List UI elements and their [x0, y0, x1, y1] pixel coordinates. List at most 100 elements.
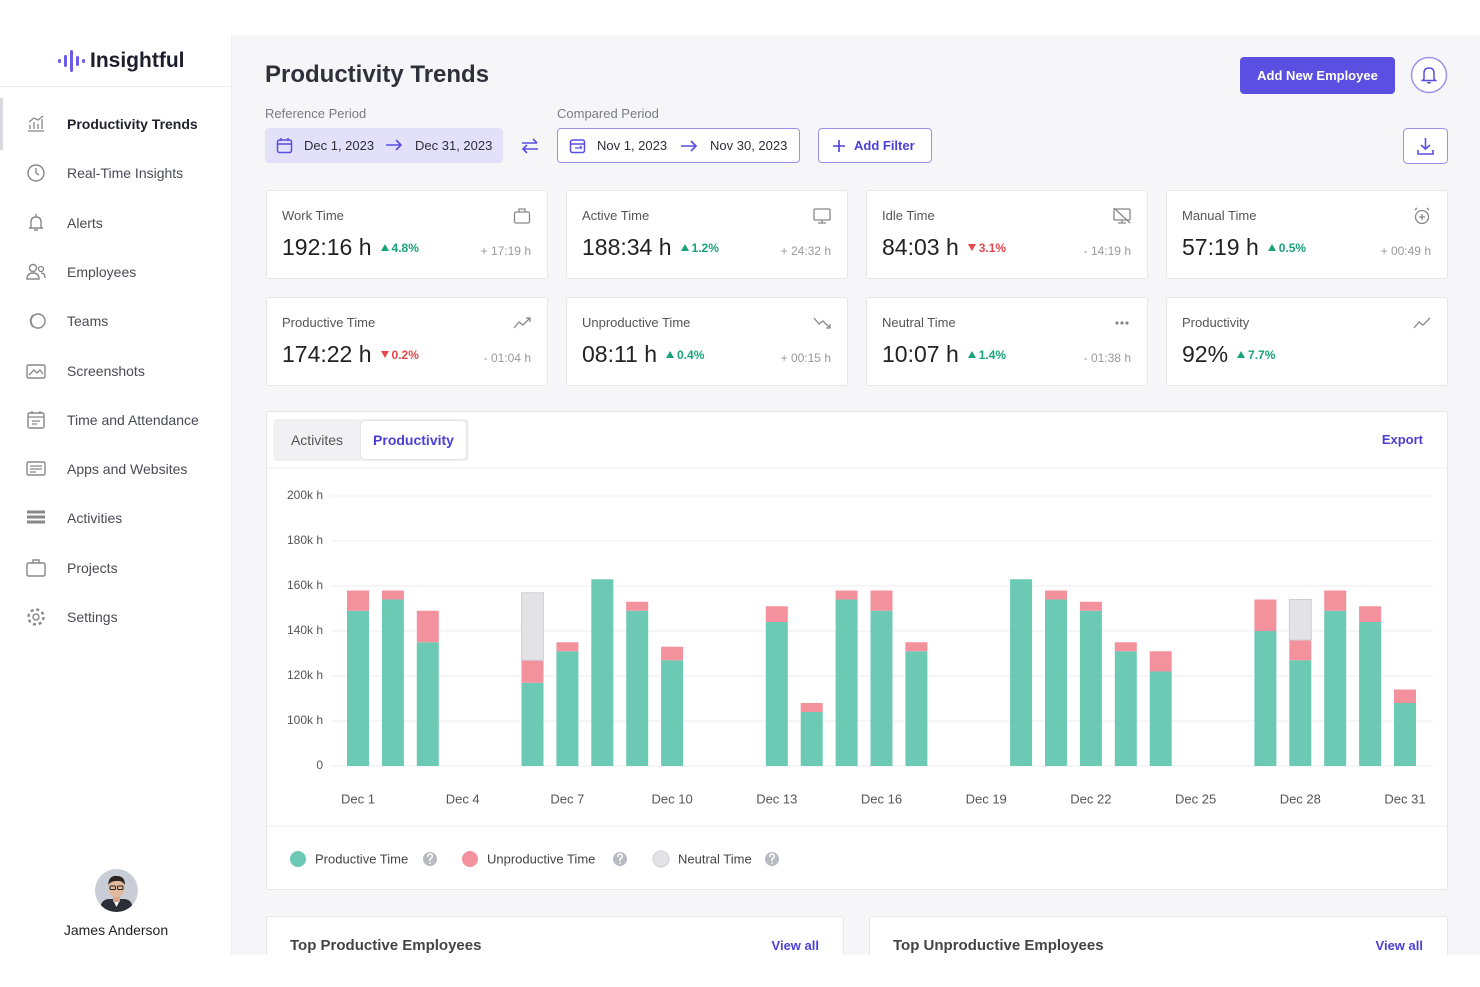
bar-segment — [556, 642, 579, 652]
legend-swatch — [290, 851, 306, 867]
x-tick-label: Dec 16 — [861, 791, 902, 806]
metric-icon — [813, 317, 831, 329]
metric-icon — [513, 317, 531, 329]
swap-icon[interactable] — [520, 136, 540, 156]
list-card: Top Productive Employees View all — [266, 916, 844, 955]
calendar-compare-icon — [569, 139, 586, 154]
metric-change: 0.4% — [677, 347, 705, 362]
add-employee-button[interactable]: Add New Employee — [1240, 57, 1395, 94]
metric-change: 1.2% — [691, 240, 719, 255]
legend-label: Neutral Time — [678, 851, 752, 866]
nav-item[interactable]: Apps and Websites — [0, 452, 232, 486]
list-card: Top Unproductive Employees View all — [869, 916, 1448, 955]
metric-row: 08:11 h 0.4% — [582, 341, 704, 368]
chart-panel: Activites Productivity Export 0 100k h 120k… — [266, 411, 1448, 890]
list-title: Top Unproductive Employees — [893, 937, 1104, 954]
user-name: James Anderson — [63, 922, 169, 938]
metric-card: Work Time 192:16 h 4.8% + 17:19 h — [266, 190, 548, 279]
y-tick-label: 140k h — [287, 623, 323, 637]
nav-icon — [29, 313, 46, 329]
bar-segment — [556, 651, 579, 766]
bar-segment — [1114, 651, 1137, 766]
nav-item[interactable]: Alerts — [0, 206, 232, 240]
tab[interactable]: Productivity — [361, 421, 466, 459]
metric-label: Manual Time — [1182, 208, 1257, 223]
plus-icon — [833, 140, 845, 152]
nav-label: Alerts — [67, 214, 103, 231]
metric-value: 192:16 h — [282, 234, 372, 260]
compared-picker[interactable]: Nov 1, 2023 Nov 30, 2023 — [557, 128, 800, 163]
bar-segment — [347, 590, 369, 611]
sidebar: Insightful Productivity Trends Real-Time … — [0, 35, 232, 955]
nav-item[interactable]: Teams — [0, 304, 232, 338]
metric-value: 92% — [1182, 341, 1229, 367]
bar-segment — [905, 651, 928, 766]
metric-change: 4.8% — [391, 240, 419, 255]
metric-row: 174:22 h 0.2% — [282, 341, 419, 368]
add-filter-button[interactable]: Add Filter — [818, 128, 932, 163]
bar-segment — [521, 660, 544, 683]
view-all-link[interactable]: View all — [1375, 938, 1423, 953]
bar-segment — [1394, 689, 1416, 703]
legend-swatch — [652, 850, 670, 868]
legend-label: Productive Time — [315, 851, 408, 866]
change-arrow — [1267, 244, 1276, 251]
export-link[interactable]: Export — [1381, 432, 1423, 447]
calendar-icon — [276, 138, 293, 154]
nav-item[interactable]: Productivity Trends — [0, 107, 232, 141]
arrow-icon — [681, 140, 698, 152]
reference-start: Dec 1, 2023 — [304, 138, 375, 153]
bar-segment — [1289, 660, 1312, 766]
metric-icon — [1113, 207, 1131, 224]
bar-segment — [870, 590, 893, 611]
reference-picker[interactable]: Dec 1, 2023 Dec 31, 2023 — [265, 128, 503, 163]
legend-label: Unproductive Time — [487, 851, 595, 866]
bar-segment — [521, 682, 544, 766]
nav-item[interactable]: Screenshots — [0, 354, 232, 388]
bar-segment — [835, 590, 858, 600]
logo-icon — [58, 50, 85, 72]
bar-segment — [661, 646, 684, 661]
nav-item[interactable]: Time and Attendance — [0, 403, 232, 437]
x-tick-label: Dec 25 — [1175, 791, 1216, 806]
metric-icon — [1413, 317, 1431, 329]
y-tick-label: 0 — [316, 758, 323, 772]
bar-segment — [1394, 703, 1416, 766]
metric-label: Neutral Time — [882, 315, 956, 330]
download-button[interactable] — [1403, 128, 1448, 164]
metric-value: 174:22 h — [282, 341, 372, 367]
avatar — [95, 869, 138, 912]
metric-card: Productivity 92% 7.7% — [1166, 297, 1448, 386]
y-tick-label: 120k h — [287, 668, 323, 682]
bar-segment — [1359, 622, 1382, 766]
bar-segment — [1359, 606, 1382, 622]
compared-end: Nov 30, 2023 — [710, 138, 788, 153]
nav-item[interactable]: Employees — [0, 255, 232, 289]
notifications-button[interactable] — [1410, 56, 1448, 94]
logo-text: Insightful — [90, 49, 185, 72]
bar-segment — [1324, 590, 1347, 611]
bar-segment — [381, 599, 404, 766]
y-tick-label: 160k h — [287, 578, 323, 592]
nav-item[interactable]: Real-Time Insights — [0, 156, 232, 190]
metric-label: Productivity — [1182, 315, 1250, 330]
nav-item[interactable]: Activities — [0, 501, 232, 535]
change-arrow — [380, 244, 389, 251]
metric-diff: - 01:38 h — [1083, 351, 1131, 365]
nav-label: Time and Attendance — [67, 411, 199, 428]
tab[interactable]: Activites — [290, 432, 344, 448]
nav-item[interactable]: Projects — [0, 551, 232, 585]
nav-icon — [26, 363, 46, 379]
bar-segment — [1079, 610, 1102, 766]
nav-label: Screenshots — [67, 362, 145, 379]
bar-segment — [1288, 599, 1312, 641]
view-all-link[interactable]: View all — [771, 938, 819, 953]
x-tick-label: Dec 1 — [341, 791, 375, 806]
bar-segment — [591, 579, 614, 766]
nav-icon — [29, 213, 43, 231]
bar-segment — [1324, 610, 1347, 766]
list-title: Top Productive Employees — [290, 937, 482, 954]
bar-segment — [765, 622, 788, 766]
metric-icon — [513, 208, 531, 224]
nav-item[interactable]: Settings — [0, 600, 232, 634]
